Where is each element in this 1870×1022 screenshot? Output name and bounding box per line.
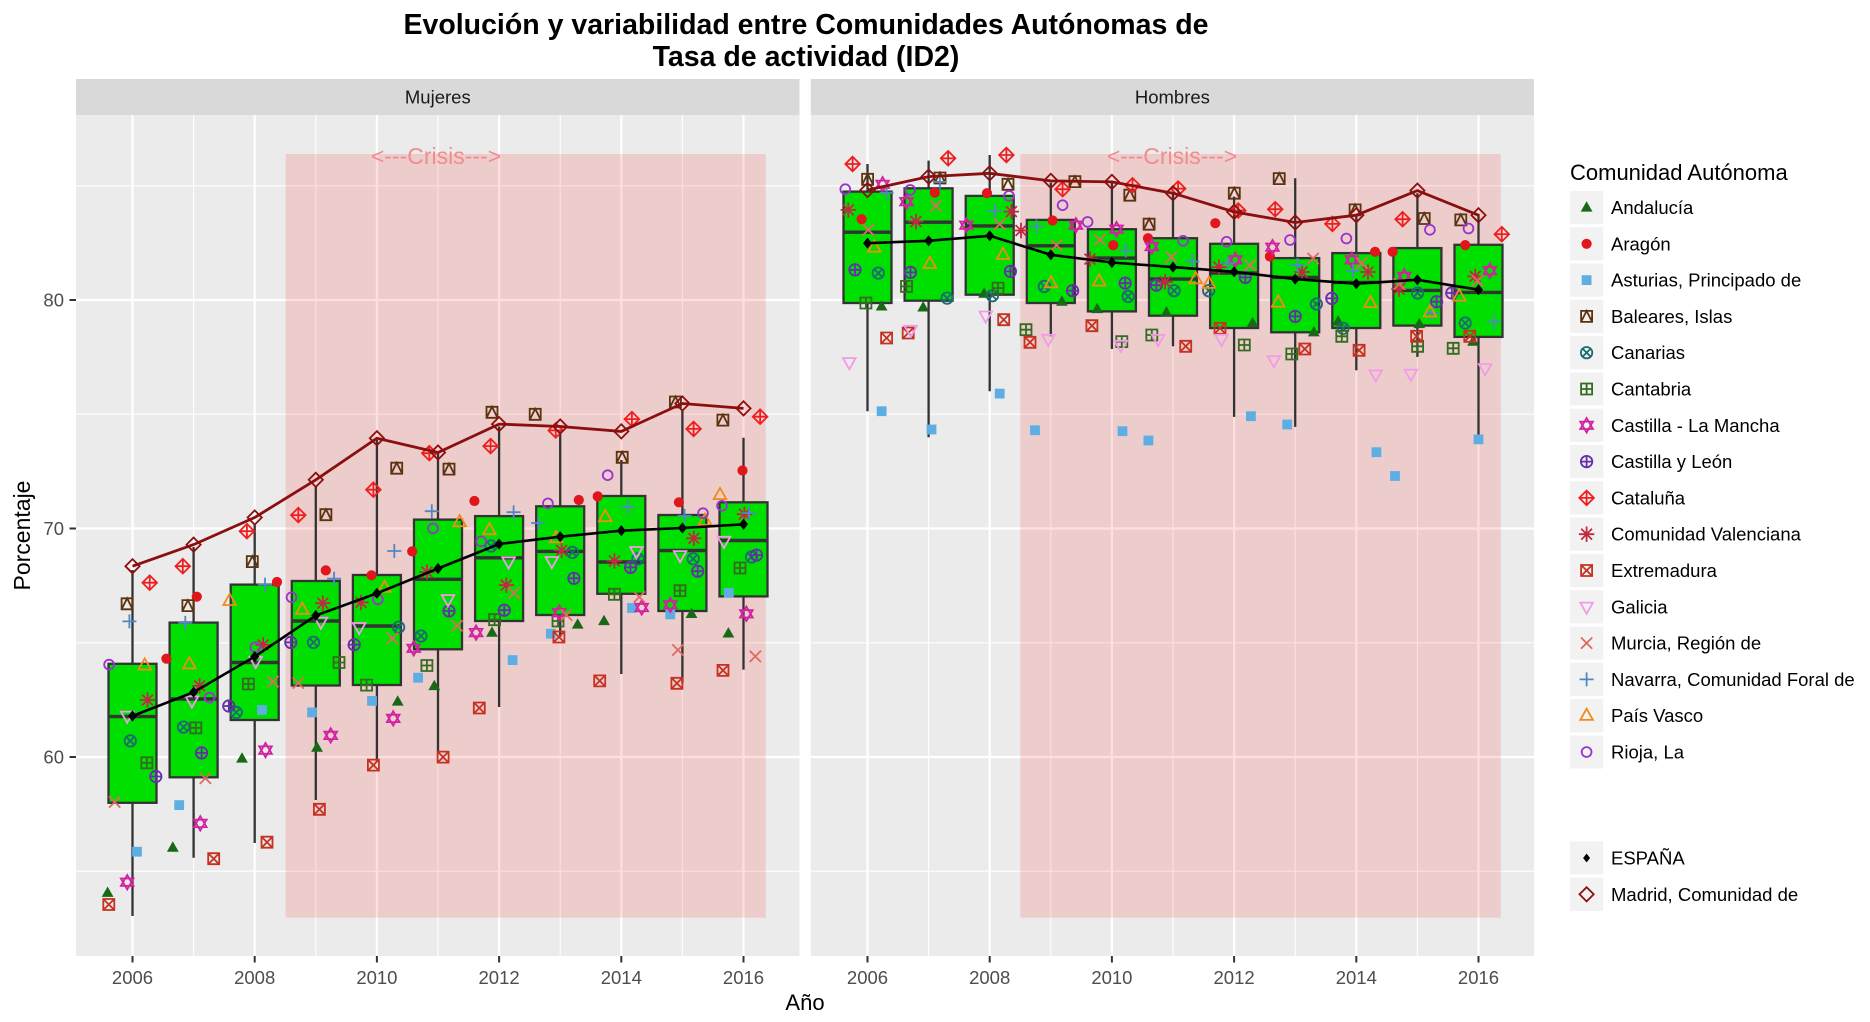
svg-text:2016: 2016 — [1458, 967, 1499, 988]
svg-text:Año: Año — [785, 990, 824, 1015]
svg-text:Madrid, Comunidad de: Madrid, Comunidad de — [1611, 884, 1798, 905]
svg-text:Canarias: Canarias — [1611, 342, 1685, 363]
svg-text:Hombres: Hombres — [1135, 87, 1210, 108]
svg-text:Navarra, Comunidad Foral de: Navarra, Comunidad Foral de — [1611, 669, 1855, 690]
svg-text:Castilla - La Mancha: Castilla - La Mancha — [1611, 415, 1780, 436]
svg-text:Evolución y variabilidad entre: Evolución y variabilidad entre Comunidad… — [403, 9, 1208, 41]
svg-text:Cantabria: Cantabria — [1611, 379, 1692, 400]
svg-text:Comunidad Valenciana: Comunidad Valenciana — [1611, 524, 1802, 545]
svg-text:Andalucía: Andalucía — [1611, 197, 1694, 218]
svg-text:2012: 2012 — [1214, 967, 1255, 988]
svg-text:<---Crisis--->: <---Crisis---> — [371, 143, 501, 169]
svg-text:2008: 2008 — [969, 967, 1010, 988]
svg-text:Porcentaje: Porcentaje — [9, 481, 35, 591]
svg-text:<---Crisis--->: <---Crisis---> — [1107, 143, 1237, 169]
svg-text:70: 70 — [43, 518, 64, 539]
svg-text:ESPAÑA: ESPAÑA — [1611, 848, 1685, 869]
svg-text:Murcia, Región de: Murcia, Región de — [1611, 633, 1761, 654]
svg-text:2016: 2016 — [723, 967, 764, 988]
svg-text:Extremadura: Extremadura — [1611, 560, 1718, 581]
svg-text:2014: 2014 — [1336, 967, 1377, 988]
svg-text:Aragón: Aragón — [1611, 233, 1671, 254]
svg-text:80: 80 — [43, 290, 64, 311]
svg-text:Rioja, La: Rioja, La — [1611, 742, 1685, 763]
svg-text:2006: 2006 — [112, 967, 153, 988]
svg-text:País Vasco: País Vasco — [1611, 705, 1703, 726]
svg-text:2012: 2012 — [479, 967, 520, 988]
svg-text:Asturias, Principado de: Asturias, Principado de — [1611, 270, 1801, 291]
svg-text:Mujeres: Mujeres — [405, 87, 471, 108]
svg-text:2014: 2014 — [601, 967, 642, 988]
svg-text:Castilla y León: Castilla y León — [1611, 451, 1732, 472]
svg-text:Galicia: Galicia — [1611, 596, 1668, 617]
svg-text:Tasa de actividad (ID2): Tasa de actividad (ID2) — [653, 41, 960, 73]
svg-text:Cataluña: Cataluña — [1611, 487, 1686, 508]
svg-text:60: 60 — [43, 747, 64, 768]
svg-text:Baleares, Islas: Baleares, Islas — [1611, 306, 1732, 327]
svg-text:Comunidad Autónoma: Comunidad Autónoma — [1570, 160, 1788, 185]
svg-text:2006: 2006 — [847, 967, 888, 988]
svg-text:2010: 2010 — [356, 967, 397, 988]
svg-text:2008: 2008 — [234, 967, 275, 988]
svg-text:2010: 2010 — [1091, 967, 1132, 988]
